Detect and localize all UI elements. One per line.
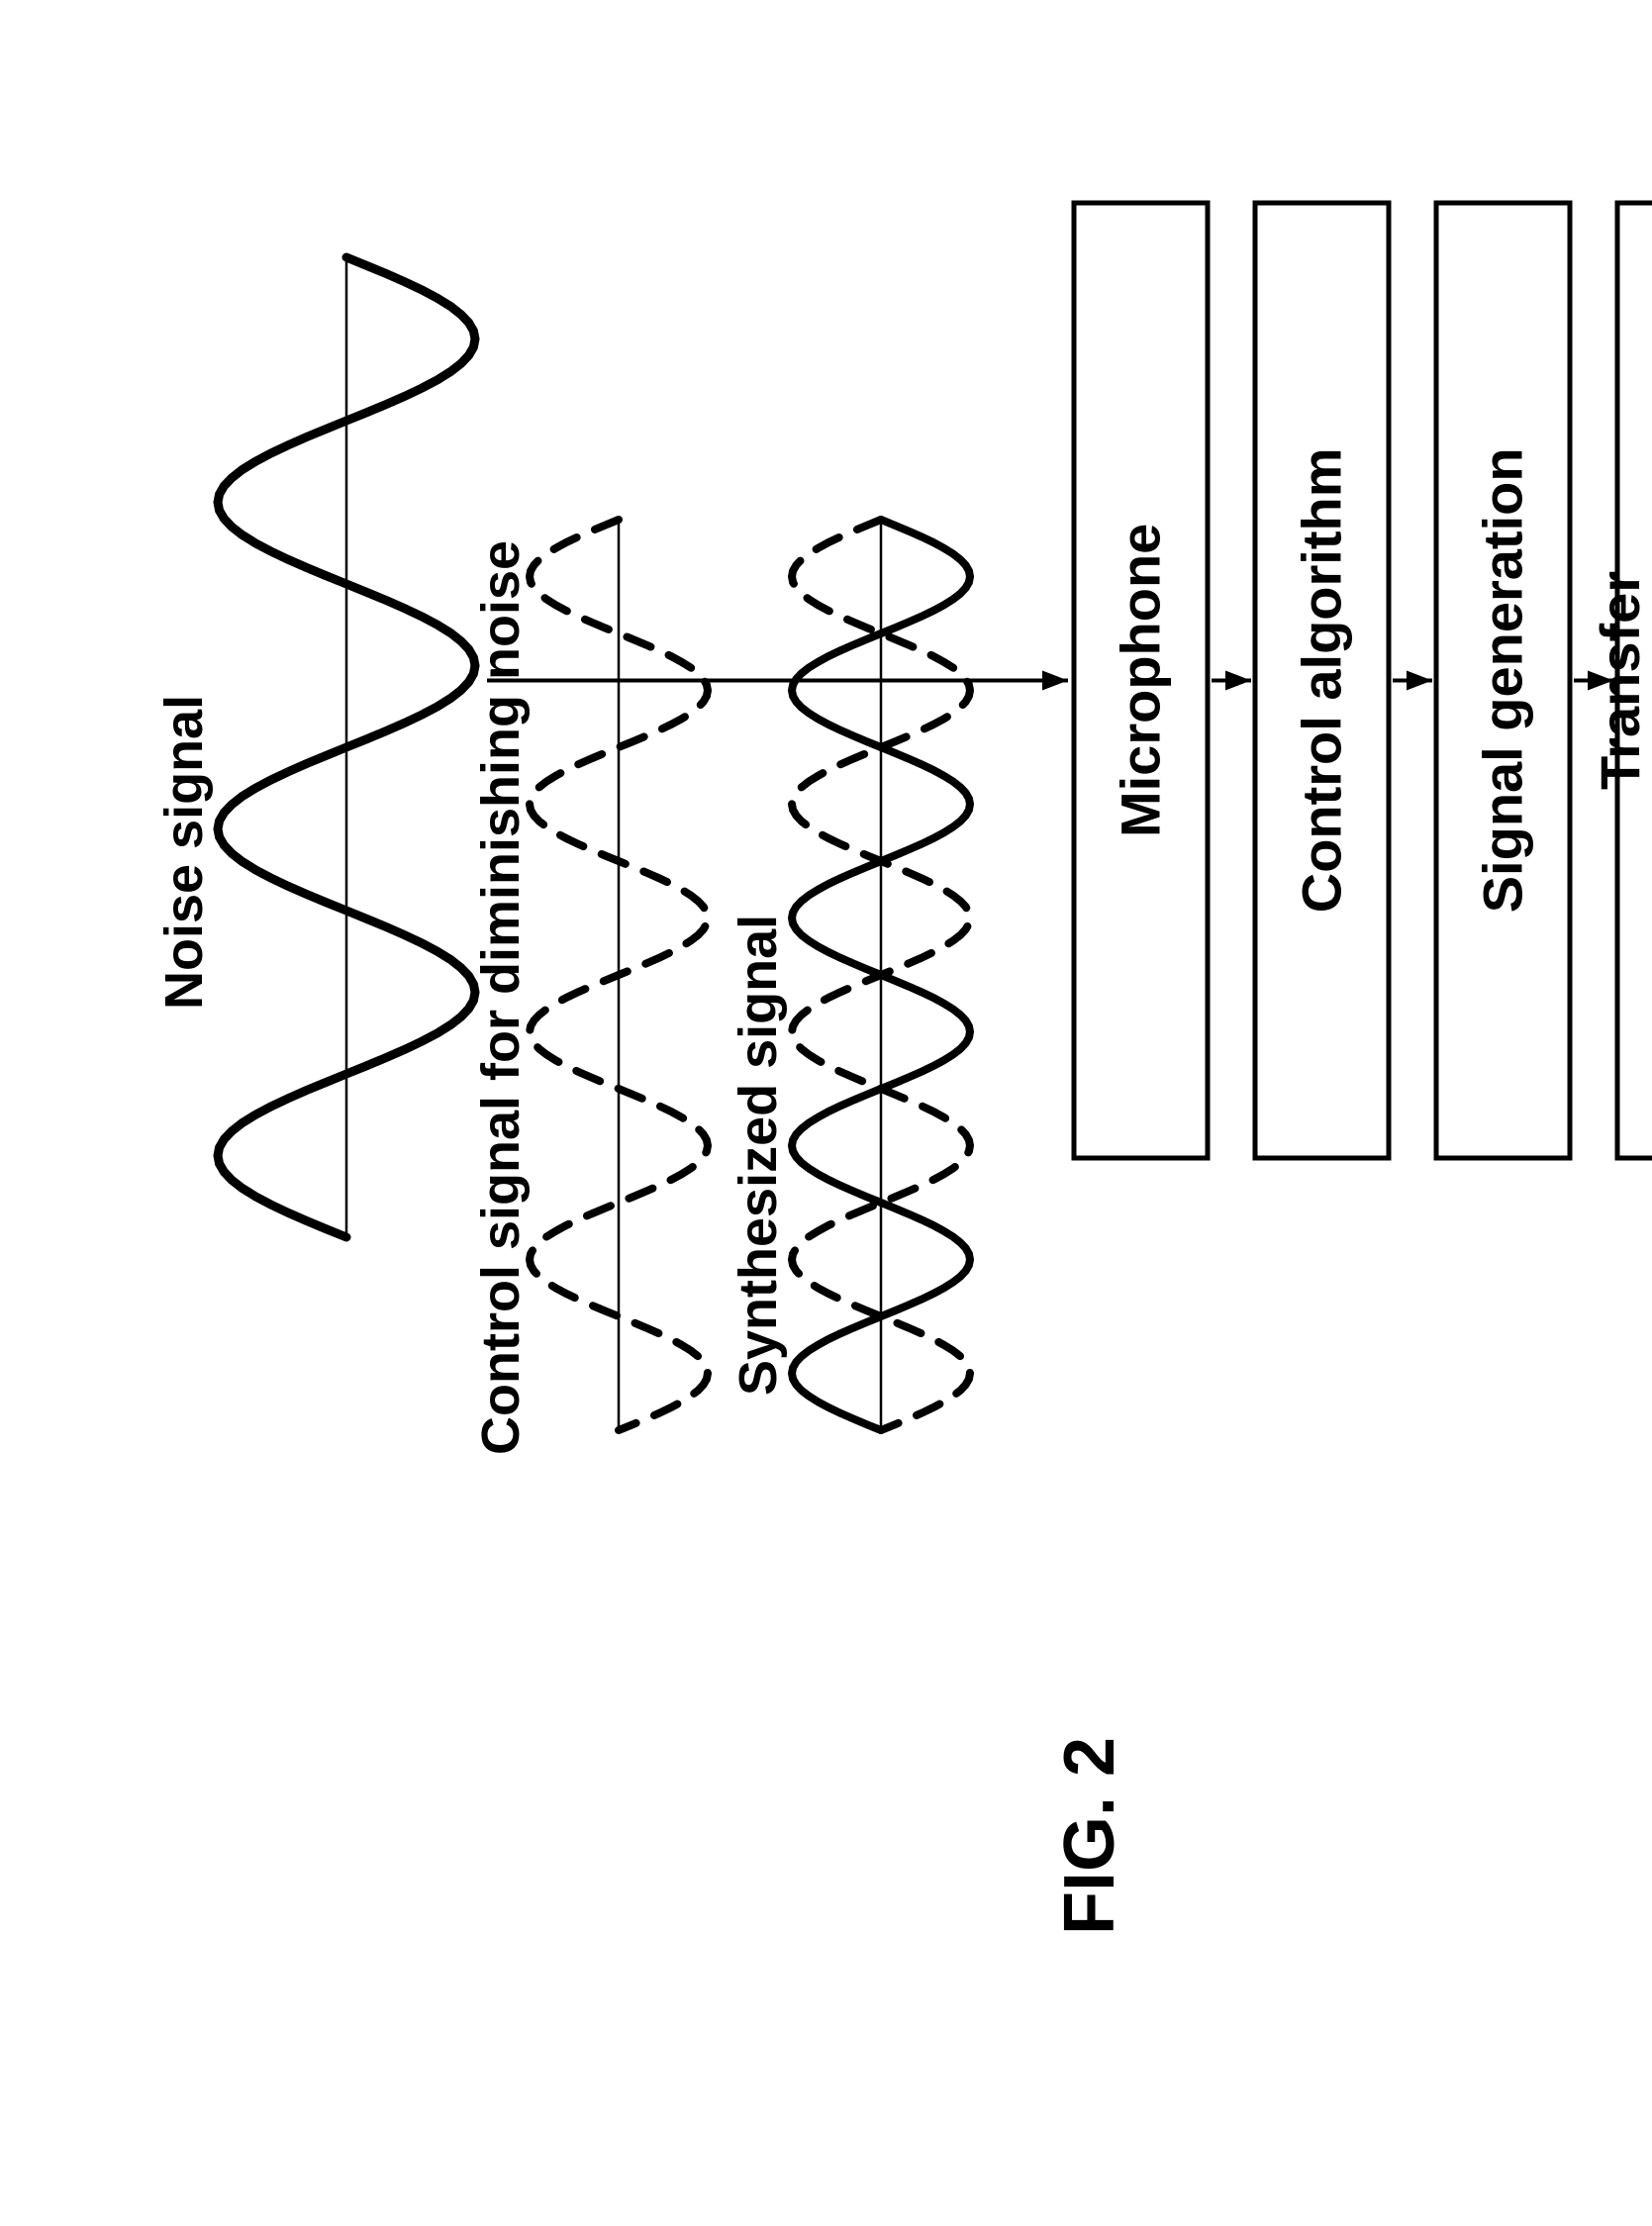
noise-signal-label: Noise signal bbox=[153, 695, 215, 1010]
microphone-box-label: Microphone bbox=[1110, 524, 1172, 837]
transfer-box-label: Transfer synthesized sound to human bbox=[1590, 522, 1652, 839]
figure-caption: FIG. 2 bbox=[1049, 1737, 1130, 1935]
control-algorithm-box-label: Control algorithm bbox=[1291, 448, 1353, 914]
svg-layer bbox=[0, 0, 1652, 2226]
diagram-canvas: Noise signal Control signal for diminish… bbox=[0, 0, 1652, 2226]
signal-generation-box-label: Signal generation bbox=[1472, 448, 1534, 914]
microphone-box: Microphone bbox=[1074, 203, 1208, 1158]
control-algorithm-box: Control algorithm bbox=[1255, 203, 1389, 1158]
synthesized-signal-label: Synthesized signal bbox=[728, 915, 789, 1396]
control-signal-label: Control signal for diminishing noise bbox=[470, 540, 532, 1455]
signal-generation-box: Signal generation bbox=[1436, 203, 1570, 1158]
transfer-box: Transfer synthesized sound to human bbox=[1617, 203, 1652, 1158]
